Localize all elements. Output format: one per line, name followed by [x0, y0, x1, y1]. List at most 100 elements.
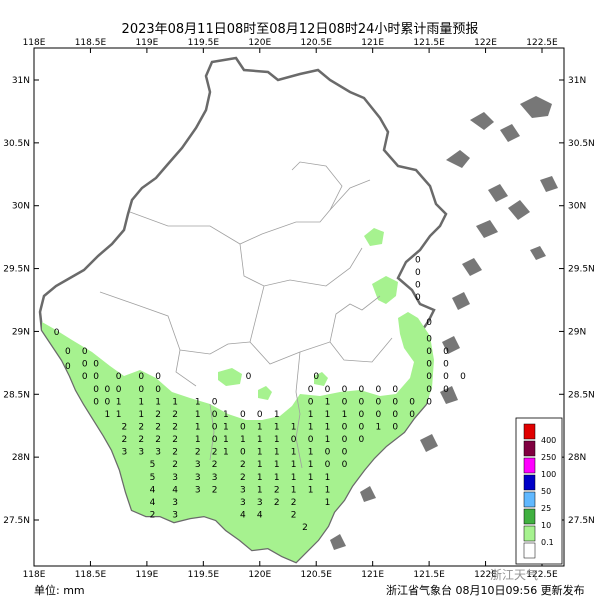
legend-box [515, 417, 563, 565]
grid-value: 1 [172, 397, 178, 407]
grid-value: 1 [240, 435, 246, 445]
grid-value: 3 [257, 498, 263, 508]
rain-area-small-2 [258, 386, 272, 400]
grid-value: 3 [172, 498, 178, 508]
grid-value: 1 [155, 397, 161, 407]
grid-value: 4 [257, 510, 263, 520]
grid-value: 1 [308, 460, 314, 470]
grid-value: 0 [392, 422, 398, 432]
grid-value: 2 [138, 435, 144, 445]
grid-value: 2 [195, 448, 201, 458]
bottom-lon-tick-label: 119.5E [188, 570, 220, 580]
grid-value: 0 [375, 410, 381, 420]
grid-value: 0 [415, 280, 421, 290]
grid-value: 2 [121, 422, 127, 432]
grid-value: 1 [223, 410, 229, 420]
grid-value: 1 [308, 485, 314, 495]
grid-value: 5 [150, 473, 156, 483]
grid-value: 0 [105, 385, 111, 395]
grid-value: 1 [138, 410, 144, 420]
grid-value: 2 [150, 510, 156, 520]
watermark: 浙江天气 [490, 568, 539, 582]
grid-value: 0 [359, 385, 365, 395]
grid-value: 1 [274, 410, 280, 420]
rain-area-ningbo [364, 228, 384, 246]
grid-value: 1 [223, 422, 229, 432]
grid-value: 1 [325, 435, 331, 445]
grid-value: 1 [195, 422, 201, 432]
top-lon-tick-label: 119E [135, 38, 158, 48]
grid-value: 1 [325, 410, 331, 420]
top-lon-tick-label: 120.5E [300, 38, 332, 48]
grid-value: 3 [172, 510, 178, 520]
grid-value: 1 [308, 448, 314, 458]
grid-value: 1 [291, 460, 297, 470]
left-lat-tick-label: 31N [12, 76, 30, 86]
grid-value: 0 [392, 397, 398, 407]
grid-value: 3 [195, 473, 201, 483]
grid-value: 1 [195, 435, 201, 445]
right-lat-tick-label: 31N [568, 76, 586, 86]
grid-value: 0 [460, 372, 466, 382]
grid-value: 1 [291, 422, 297, 432]
grid-value: 2 [155, 435, 161, 445]
right-lat-tick-label: 28.5N [568, 390, 595, 400]
grid-value: 0 [426, 347, 432, 357]
top-lon-tick-label: 118.5E [75, 38, 107, 48]
legend-swatch [523, 491, 536, 508]
right-lat-tick-label: 30.5N [568, 139, 595, 149]
top-lon-tick-label: 120E [248, 38, 271, 48]
grid-value: 1 [274, 435, 280, 445]
grid-value: 0 [415, 268, 421, 278]
grid-value: 2 [291, 510, 297, 520]
grid-value: 2 [138, 422, 144, 432]
left-lat-tick-label: 27.5N [3, 516, 30, 526]
grid-value: 0 [375, 385, 381, 395]
grid-value: 0 [359, 435, 365, 445]
legend-label: 10 [541, 521, 551, 530]
rain-area-small-3 [314, 372, 328, 386]
grid-value: 0 [240, 448, 246, 458]
grid-value: 1 [291, 485, 297, 495]
grid-value: 0 [240, 422, 246, 432]
grid-value: 4 [150, 498, 156, 508]
legend-swatch [523, 542, 536, 559]
bottom-lon-tick-label: 120.5E [300, 570, 332, 580]
grid-value: 0 [342, 448, 348, 458]
left-lat-tick-label: 29N [12, 327, 30, 337]
grid-value: 0 [116, 385, 122, 395]
grid-value: 1 [257, 460, 263, 470]
grid-value: 0 [392, 385, 398, 395]
grid-value: 1 [116, 397, 122, 407]
legend-swatch [523, 525, 536, 542]
grid-value: 2 [212, 448, 218, 458]
grid-value: 1 [308, 410, 314, 420]
grid-value: 0 [426, 334, 432, 344]
page-title: 2023年08月11日08时至08月12日08时24小时累计雨量预报 [121, 22, 479, 37]
prefecture-boundaries [99, 161, 393, 469]
grid-value: 2 [240, 473, 246, 483]
grid-value: 1 [274, 473, 280, 483]
legend-label: 250 [541, 453, 556, 462]
grid-value: 0 [82, 372, 88, 382]
grid-value: 0 [65, 347, 71, 357]
bottom-lon-tick-label: 118E [23, 570, 46, 580]
legend-swatch [523, 440, 536, 457]
right-lat-tick-label: 29N [568, 327, 586, 337]
grid-value: 3 [138, 448, 144, 458]
grid-value: 0 [443, 385, 449, 395]
grid-value: 0 [415, 293, 421, 303]
grid-value: 0 [409, 397, 415, 407]
grid-value: 0 [246, 372, 252, 382]
grid-value: 0 [54, 328, 60, 338]
grid-value: 3 [172, 473, 178, 483]
grid-value: 0 [313, 372, 319, 382]
grid-value: 1 [138, 397, 144, 407]
grid-value: 0 [138, 385, 144, 395]
grid-value: 1 [195, 410, 201, 420]
legend-swatch [523, 508, 536, 525]
grid-value: 0 [342, 385, 348, 395]
left-lat-tick-label: 30N [12, 202, 30, 212]
grid-value: 1 [325, 485, 331, 495]
left-lat-tick-label: 30.5N [3, 139, 30, 149]
